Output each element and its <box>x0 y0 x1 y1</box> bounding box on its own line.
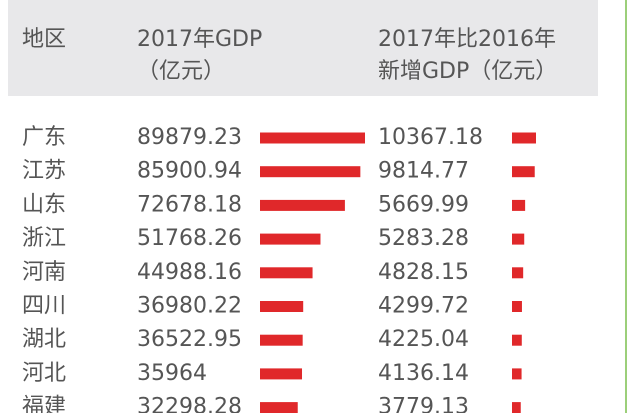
increase-bar <box>512 267 524 279</box>
region: 广东 <box>22 125 66 150</box>
gdp-value: 51768.26 <box>137 226 242 251</box>
region: 四川 <box>22 294 66 319</box>
region: 福建 <box>22 395 66 413</box>
increase-value: 4299.72 <box>378 294 469 319</box>
increase-bar <box>512 334 522 346</box>
gdp-value: 44988.16 <box>137 260 242 285</box>
gdp-bar <box>260 402 298 413</box>
gdp-value: 89879.23 <box>137 125 242 150</box>
increase-value: 5283.28 <box>378 226 469 251</box>
header-cell: 2017年GDP <box>137 27 262 52</box>
region: 浙江 <box>22 226 66 251</box>
region: 河南 <box>22 260 66 285</box>
region: 湖北 <box>22 327 66 352</box>
gdp-value: 85900.94 <box>137 159 242 184</box>
gdp-value: 35964 <box>137 361 207 386</box>
increase-bar <box>512 368 522 380</box>
gdp-value: 36980.22 <box>137 294 242 319</box>
gdp-bar <box>260 132 365 144</box>
increase-value: 4225.04 <box>378 327 469 352</box>
gdp-bar <box>260 166 361 178</box>
header-band <box>8 0 598 96</box>
gdp-bar <box>260 368 303 380</box>
header-cell: 新增GDP（亿元） <box>378 59 557 84</box>
gdp-value: 72678.18 <box>137 192 242 217</box>
gdp-value: 32298.28 <box>137 395 242 413</box>
increase-value: 9814.77 <box>378 159 469 184</box>
gdp-value: 36522.95 <box>137 327 242 352</box>
region: 江苏 <box>22 159 66 184</box>
gdp-bar <box>260 301 304 312</box>
increase-bar <box>512 402 521 413</box>
gdp-bar <box>260 334 303 346</box>
gdp-bar <box>260 233 321 245</box>
increase-bar <box>512 132 536 144</box>
increase-bar <box>512 166 535 178</box>
increase-value: 4136.14 <box>378 361 469 386</box>
increase-bar <box>512 199 526 211</box>
increase-value: 5669.99 <box>378 192 469 217</box>
region: 山东 <box>22 192 66 217</box>
increase-value: 10367.18 <box>378 125 483 150</box>
increase-value: 3779.13 <box>378 395 469 413</box>
increase-value: 4828.15 <box>378 260 469 285</box>
region: 河北 <box>22 361 66 386</box>
gdp-bar <box>260 199 345 211</box>
increase-bar <box>512 301 522 312</box>
header-cell: （亿元） <box>137 59 225 84</box>
header-cell: 地区 <box>22 27 66 52</box>
gdp-bar <box>260 267 313 279</box>
header-cell: 2017年比2016年 <box>378 27 556 52</box>
increase-bar <box>512 233 525 245</box>
